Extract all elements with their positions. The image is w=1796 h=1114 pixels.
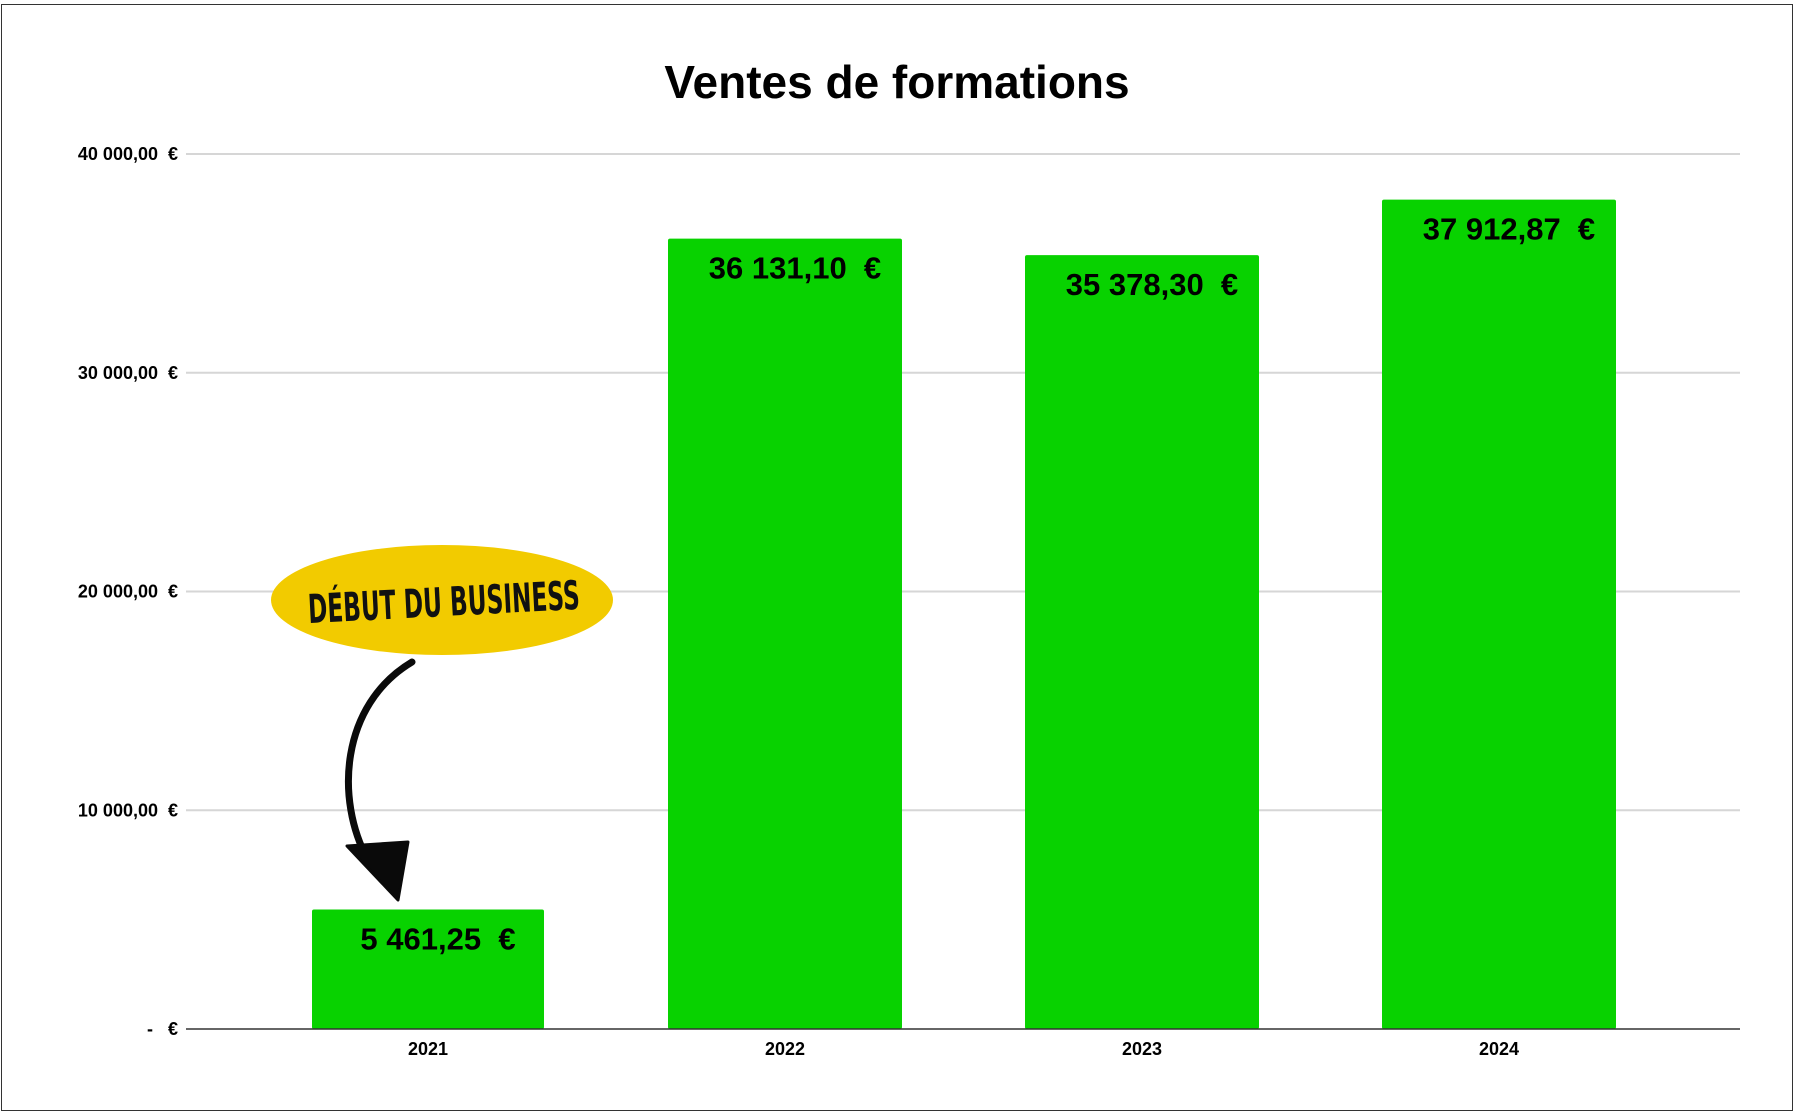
bar-2021 xyxy=(312,909,544,1029)
callout-annotation: DÉBUT DU BUSINESS xyxy=(271,545,613,902)
data-label-2023: 35 378,30 € xyxy=(1066,267,1238,302)
callout-arrow-head xyxy=(345,840,410,902)
y-axis-ticks: - € 10 000,00 € 20 000,00 € 30 000,00 € 40 0… xyxy=(78,144,178,1039)
x-tick-label-2022: 2022 xyxy=(765,1039,805,1059)
bar-2023 xyxy=(1025,255,1259,1030)
data-label-2022: 36 131,10 € xyxy=(709,251,881,286)
bar-2024 xyxy=(1382,199,1616,1029)
y-tick-label: 30 000,00 € xyxy=(78,363,178,383)
y-tick-label: 40 000,00 € xyxy=(78,144,178,164)
bar-2022 xyxy=(668,238,902,1029)
x-tick-label-2023: 2023 xyxy=(1122,1039,1162,1059)
y-tick-label: 20 000,00 € xyxy=(78,582,178,602)
y-tick-label: 10 000,00 € xyxy=(78,800,178,820)
y-tick-label: - € xyxy=(147,1019,178,1039)
data-label-2021: 5 461,25 € xyxy=(360,922,515,957)
x-tick-label-2024: 2024 xyxy=(1479,1039,1519,1059)
x-axis-ticks: 2021 2022 2023 2024 xyxy=(408,1039,1519,1059)
bars: 5 461,25 € 36 131,10 € 35 378,30 € 37 912,8… xyxy=(312,199,1616,1030)
callout-arrow-shaft xyxy=(344,658,416,864)
callout-bubble xyxy=(271,545,613,655)
data-label-2024: 37 912,87 € xyxy=(1423,212,1595,247)
x-tick-label-2021: 2021 xyxy=(408,1039,448,1059)
chart-title: Ventes de formations xyxy=(664,56,1129,108)
